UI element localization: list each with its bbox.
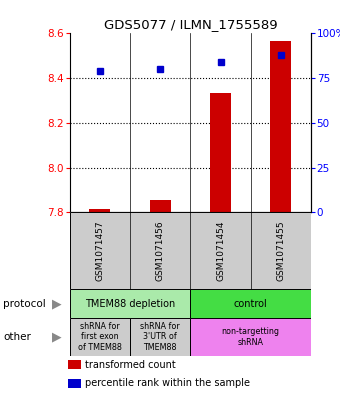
Text: GSM1071456: GSM1071456 bbox=[156, 220, 165, 281]
Bar bbox=[68, 360, 81, 369]
Bar bbox=[190, 289, 311, 318]
Bar bbox=[70, 318, 130, 356]
Text: shRNA for
3'UTR of
TMEM88: shRNA for 3'UTR of TMEM88 bbox=[140, 322, 180, 352]
Text: transformed count: transformed count bbox=[85, 360, 175, 369]
Bar bbox=[190, 318, 311, 356]
Bar bbox=[210, 93, 231, 212]
Text: GSM1071457: GSM1071457 bbox=[96, 220, 104, 281]
Text: ▶: ▶ bbox=[52, 331, 61, 343]
Bar bbox=[130, 318, 190, 356]
Text: GSM1071454: GSM1071454 bbox=[216, 220, 225, 281]
Text: percentile rank within the sample: percentile rank within the sample bbox=[85, 378, 250, 388]
Bar bbox=[89, 209, 110, 212]
Text: GSM1071455: GSM1071455 bbox=[276, 220, 285, 281]
Text: protocol: protocol bbox=[3, 299, 46, 309]
Text: TMEM88 depletion: TMEM88 depletion bbox=[85, 299, 175, 309]
Text: non-targetting
shRNA: non-targetting shRNA bbox=[222, 327, 280, 347]
Text: shRNA for
first exon
of TMEM88: shRNA for first exon of TMEM88 bbox=[78, 322, 122, 352]
Text: control: control bbox=[234, 299, 268, 309]
Text: other: other bbox=[3, 332, 31, 342]
Text: ▶: ▶ bbox=[52, 297, 61, 310]
Bar bbox=[150, 200, 171, 212]
Bar bbox=[68, 379, 81, 388]
Title: GDS5077 / ILMN_1755589: GDS5077 / ILMN_1755589 bbox=[104, 18, 277, 31]
Bar bbox=[70, 289, 190, 318]
Bar bbox=[270, 41, 291, 212]
